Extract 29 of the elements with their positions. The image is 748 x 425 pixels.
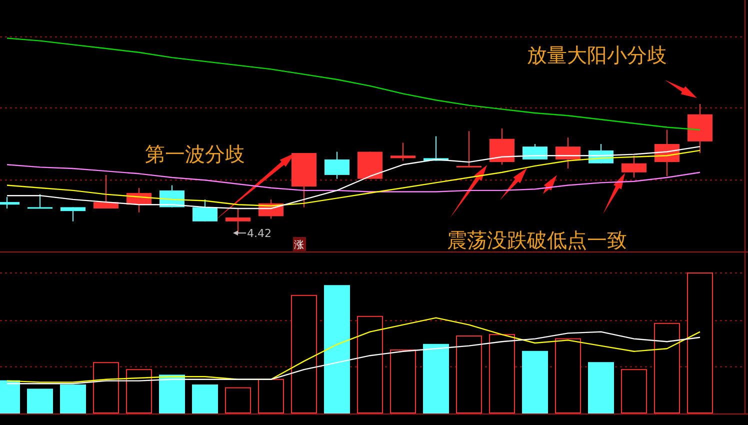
bar bbox=[423, 344, 449, 414]
bar bbox=[489, 334, 515, 414]
text: 涨 bbox=[294, 239, 304, 251]
bar bbox=[621, 369, 647, 414]
bar bbox=[258, 378, 284, 414]
bar bbox=[555, 338, 581, 414]
bar bbox=[93, 362, 119, 414]
bar bbox=[588, 362, 614, 414]
bar bbox=[522, 350, 548, 414]
candlestick bbox=[456, 130, 482, 168]
annotation: 4.42 bbox=[247, 227, 272, 240]
bar bbox=[687, 272, 713, 414]
bar bbox=[291, 294, 317, 414]
bar bbox=[60, 384, 86, 414]
bar bbox=[654, 322, 680, 414]
annotation: 第一波分歧 bbox=[145, 142, 245, 166]
bar bbox=[159, 374, 185, 414]
text: 放量大阳小分歧 bbox=[527, 43, 667, 67]
candlestick bbox=[28, 194, 52, 209]
bar bbox=[357, 316, 383, 414]
bar bbox=[456, 336, 482, 414]
annotation: 震荡没跌破低点一致 bbox=[447, 228, 627, 252]
candlestick bbox=[390, 142, 416, 162]
bar bbox=[192, 384, 218, 414]
bar bbox=[126, 369, 152, 414]
bar bbox=[27, 388, 53, 414]
bar bbox=[324, 285, 350, 414]
bar bbox=[225, 387, 251, 414]
bar bbox=[390, 350, 416, 414]
